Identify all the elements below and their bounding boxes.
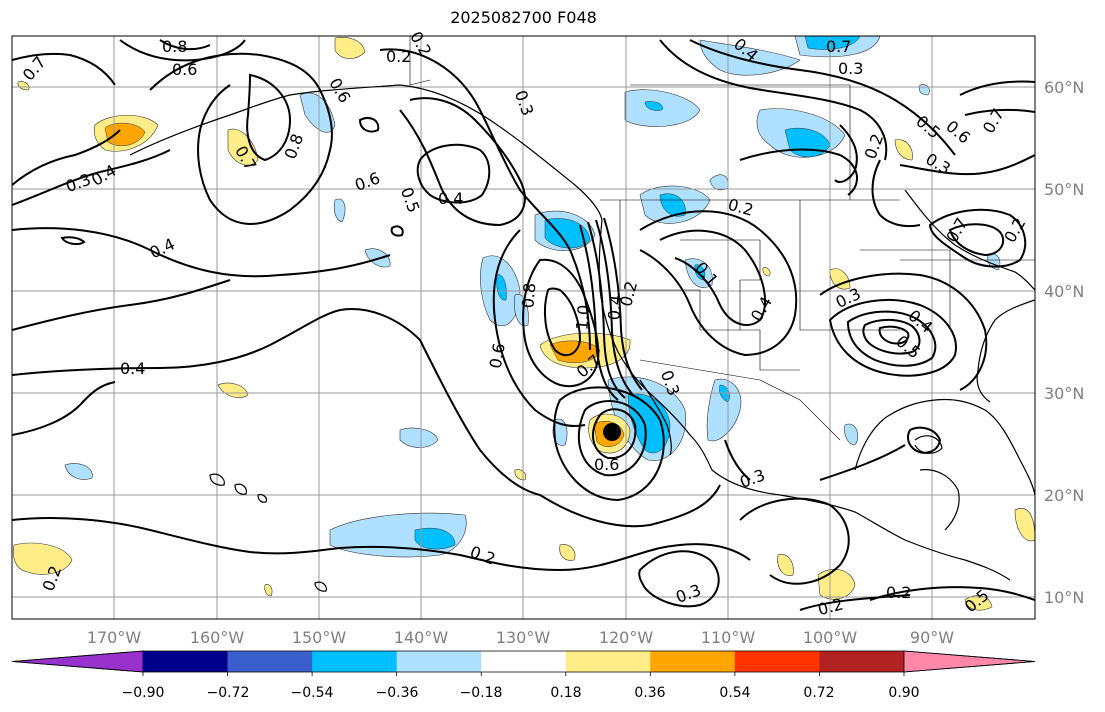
colorbar-segment (650, 651, 736, 672)
contour-label: 0.2 (886, 583, 911, 602)
longitude-axis: 170°W 160°W 150°W 140°W 130°W 120°W 110°… (87, 628, 954, 647)
lon-label: 170°W (87, 628, 142, 647)
map-title: 2025082700 F048 (450, 8, 597, 27)
colorbar-extend-max (903, 650, 1036, 673)
colorbar-label: −0.36 (376, 685, 419, 701)
colorbar-label: 0.18 (550, 685, 581, 701)
lon-label: 100°W (803, 628, 858, 647)
colorbar-extend-min (11, 650, 144, 673)
lat-label: 10°N (1044, 588, 1084, 607)
colorbar-segment (481, 651, 567, 672)
contour-center-marker (603, 423, 621, 441)
map-frame (11, 35, 1036, 620)
colorbar-segment (227, 651, 313, 672)
colorbar-labels: −0.90 −0.72 −0.54 −0.36 −0.18 0.18 0.36 … (122, 685, 920, 701)
colorbar-label: 0.72 (803, 685, 834, 701)
coastlines (129, 84, 1035, 592)
contour-label: 0.2 (386, 47, 411, 66)
lat-label: 20°N (1044, 486, 1084, 505)
contour-label: 0.4 (438, 189, 463, 208)
colorbar-segment (734, 651, 820, 672)
colorbar-label: −0.90 (122, 685, 165, 701)
colorbar-segment (565, 651, 651, 672)
colorbar-label: −0.18 (460, 685, 503, 701)
latitude-axis: 60°N 50°N 40°N 30°N 20°N 10°N (1044, 78, 1084, 607)
lat-label: 50°N (1044, 180, 1084, 199)
lon-label: 120°W (599, 628, 654, 647)
contour-label: 0.3 (838, 59, 863, 78)
lat-label: 30°N (1044, 384, 1084, 403)
colorbar-label: −0.72 (207, 685, 250, 701)
lon-label: 110°W (701, 628, 756, 647)
lon-label: 90°W (910, 628, 954, 647)
contour-label: 1.0 (572, 304, 593, 331)
colorbar-label: −0.54 (291, 685, 334, 701)
contour-lines (12, 39, 1035, 611)
colorbar-segment (312, 651, 398, 672)
contour-label: 0.8 (518, 282, 539, 309)
contour-label: 0.4 (604, 294, 625, 321)
map-panel (12, 36, 1035, 619)
colorbar-label: 0.90 (888, 685, 919, 701)
lon-label: 140°W (394, 628, 449, 647)
contour-label: 0.6 (172, 60, 197, 79)
colorbar-segment (396, 651, 482, 672)
colorbar-segment (819, 651, 905, 672)
colorbar-label: 0.36 (634, 685, 665, 701)
lat-label: 40°N (1044, 282, 1084, 301)
contour-label: 0.8 (162, 37, 187, 56)
contour-label: 0.6 (594, 455, 619, 474)
lat-label: 60°N (1044, 78, 1084, 97)
colorbar-label: 0.54 (719, 685, 750, 701)
colorbar (11, 650, 1036, 676)
lon-label: 150°W (292, 628, 347, 647)
strong-negative-anomaly-fill (414, 36, 861, 550)
contour-label: 0.6 (486, 342, 509, 370)
colorbar-segment (143, 651, 229, 672)
lon-label: 160°W (190, 628, 245, 647)
lon-label: 130°W (496, 628, 551, 647)
contour-label: 0.4 (120, 359, 145, 378)
contour-label: 0.7 (826, 37, 851, 56)
